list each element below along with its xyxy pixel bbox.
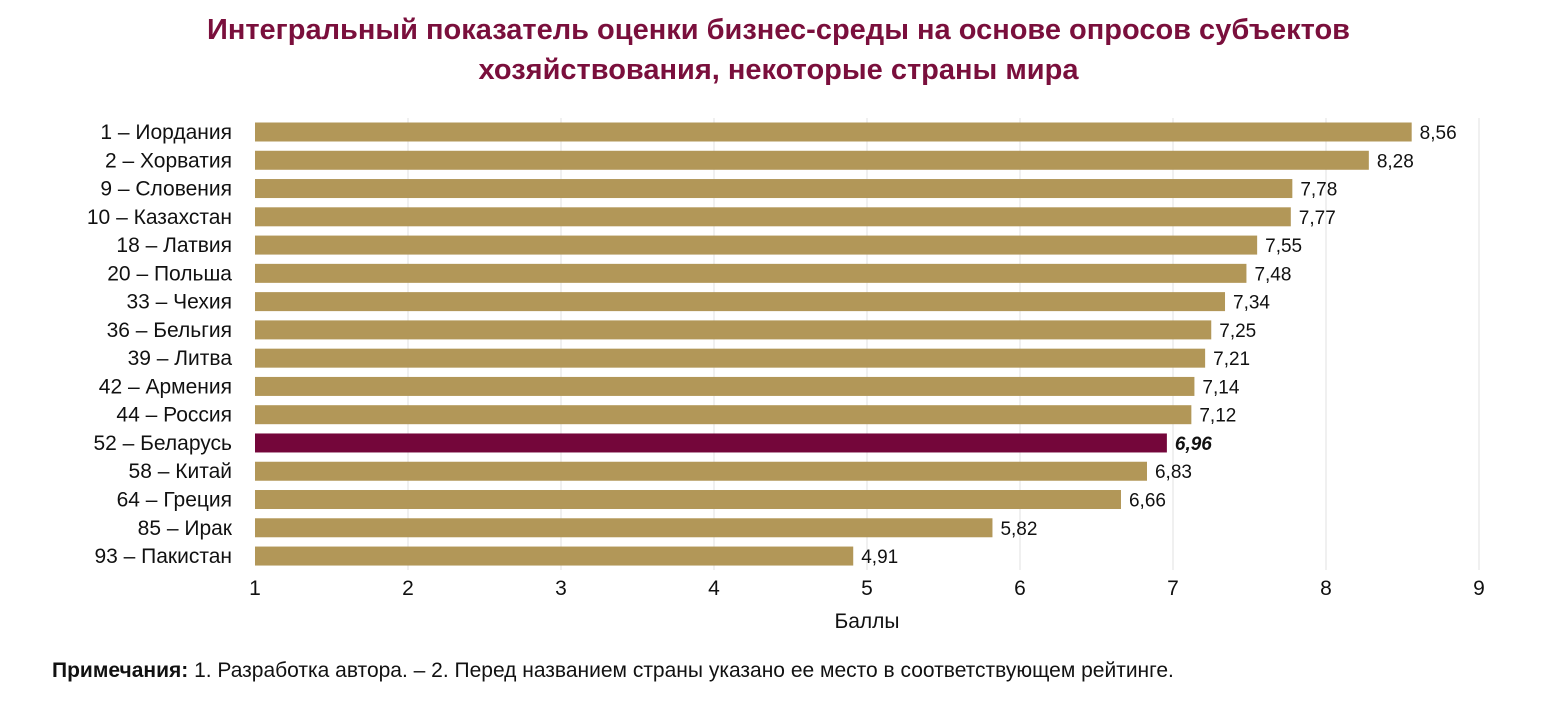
bar	[255, 179, 1293, 199]
value-label: 7,77	[1299, 208, 1336, 229]
value-label: 6,66	[1129, 491, 1166, 512]
category-label: 36 – Бельгия	[107, 319, 232, 342]
x-axis-ticks: 1 2 3 4 5 6 7 8 9	[249, 577, 1485, 600]
category-label: 18 – Латвия	[116, 234, 232, 257]
category-label: 33 – Чехия	[126, 291, 232, 314]
category-label: 44 – Россия	[116, 404, 232, 427]
category-label: 9 – Словения	[100, 178, 232, 201]
value-label: 8,56	[1420, 123, 1457, 144]
category-label: 2 – Хорватия	[105, 149, 232, 172]
value-label: 7,25	[1219, 321, 1256, 342]
bar	[255, 235, 1258, 255]
bar	[255, 518, 993, 538]
x-tick-label: 4	[708, 577, 720, 600]
chart-note: Примечания: 1. Разработка автора. – 2. П…	[52, 659, 1174, 683]
value-label: 8,28	[1377, 151, 1414, 172]
value-label: 5,82	[1000, 519, 1037, 540]
category-label: 20 – Польша	[107, 262, 232, 285]
bar	[255, 292, 1226, 312]
x-tick-label: 8	[1320, 577, 1332, 600]
value-label: 6,83	[1155, 462, 1192, 483]
value-label: 7,78	[1300, 180, 1337, 201]
x-tick-label: 2	[402, 577, 414, 600]
bar	[255, 320, 1212, 340]
value-label: 7,48	[1254, 264, 1291, 285]
category-label: 42 – Армения	[99, 375, 232, 398]
category-label: 58 – Китай	[129, 460, 232, 483]
bar	[255, 150, 1369, 170]
category-label: 93 – Пакистан	[94, 545, 232, 568]
category-label: 1 – Иордания	[100, 121, 232, 144]
note-text: 1. Разработка автора. – 2. Перед названи…	[188, 659, 1174, 682]
category-label: 64 – Греция	[117, 489, 232, 512]
note-label: Примечания:	[52, 659, 189, 682]
bar	[255, 405, 1192, 425]
chart-title-line-1: Интегральный показатель оценки бизнес-ср…	[206, 14, 1350, 46]
x-tick-label: 7	[1167, 577, 1179, 600]
x-tick-label: 1	[249, 577, 261, 600]
bar	[255, 546, 854, 566]
category-label: 52 – Беларусь	[93, 432, 232, 455]
category-label: 39 – Литва	[128, 347, 233, 370]
value-label: 7,34	[1233, 293, 1270, 314]
labels-layer: 1 – Иордания 8,56 2 – Хорватия 8,28 9 – Слов…	[87, 121, 1457, 568]
bar	[255, 348, 1206, 368]
value-label: 6,96	[1175, 434, 1212, 455]
bar-highlighted	[255, 433, 1167, 453]
value-label: 7,14	[1202, 377, 1239, 398]
bar	[255, 122, 1412, 142]
x-tick-label: 5	[861, 577, 873, 600]
category-label: 85 – Ирак	[138, 517, 233, 540]
value-label: 7,21	[1213, 349, 1250, 370]
x-tick-label: 3	[555, 577, 567, 600]
bars-layer	[255, 122, 1412, 566]
x-axis-label: Баллы	[834, 610, 899, 633]
value-label: 7,12	[1199, 406, 1236, 427]
value-label: 7,55	[1265, 236, 1302, 257]
chart-title-line-2: хозяйствования, некоторые страны мира	[478, 54, 1079, 86]
category-label: 10 – Казахстан	[87, 206, 232, 229]
bar	[255, 207, 1291, 227]
x-tick-label: 6	[1014, 577, 1026, 600]
value-label: 4,91	[861, 547, 898, 568]
bar	[255, 263, 1247, 283]
bar	[255, 490, 1121, 510]
bar	[255, 376, 1195, 396]
x-tick-label: 9	[1473, 577, 1485, 600]
chart-title: Интегральный показатель оценки бизнес-ср…	[0, 10, 1557, 90]
bar	[255, 461, 1147, 481]
